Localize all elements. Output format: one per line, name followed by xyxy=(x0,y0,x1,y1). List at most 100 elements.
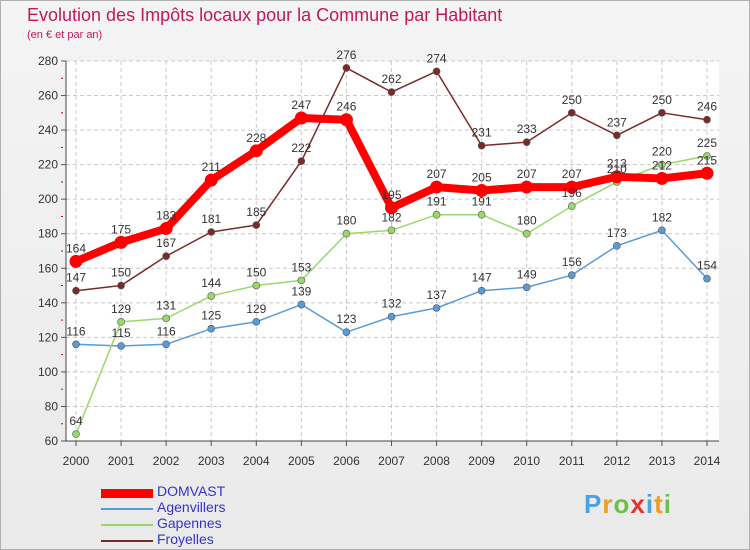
data-label-froyelles: 185 xyxy=(246,205,266,219)
data-point-gapennes xyxy=(703,152,711,160)
data-label-gapennes: 180 xyxy=(336,214,356,228)
x-tick-label: 2013 xyxy=(649,454,676,468)
data-point-gapennes xyxy=(162,314,170,323)
y-tick-label: 80 xyxy=(45,399,59,413)
y-tick-label: 160 xyxy=(38,261,58,275)
data-point-agenvillers xyxy=(117,342,125,350)
x-tick-label: 2009 xyxy=(468,454,495,468)
data-label-domvast: 207 xyxy=(517,167,537,181)
data-point-agenvillers xyxy=(432,304,441,312)
data-label-agenvillers: 132 xyxy=(381,297,401,311)
data-point-agenvillers xyxy=(477,286,486,295)
legend-swatch xyxy=(101,508,153,510)
data-label-domvast: 211 xyxy=(202,160,221,174)
data-label-agenvillers: 147 xyxy=(472,271,492,285)
legend-swatch xyxy=(101,488,153,498)
x-tick-label: 2014 xyxy=(694,454,721,468)
data-label-domvast: 175 xyxy=(111,222,131,236)
data-label-gapennes: 180 xyxy=(517,214,537,228)
x-tick-label: 2004 xyxy=(243,454,270,468)
data-point-froyelles xyxy=(162,252,170,260)
data-label-froyelles: 147 xyxy=(66,271,86,285)
data-label-agenvillers: 154 xyxy=(697,259,717,273)
legend-label: Agenvillers xyxy=(157,499,226,515)
series-layer xyxy=(69,64,714,438)
chart-title: Evolution des Impôts locaux pour la Comm… xyxy=(27,5,503,25)
data-point-gapennes xyxy=(567,202,576,210)
data-label-gapennes: 129 xyxy=(111,302,131,316)
logo-letter: i xyxy=(645,489,655,519)
data-point-gapennes xyxy=(658,160,666,169)
data-label-domvast: 207 xyxy=(562,167,582,181)
data-label-froyelles: 237 xyxy=(607,115,627,129)
data-label-froyelles: 262 xyxy=(381,72,401,86)
data-label-gapennes: 191 xyxy=(427,195,447,209)
data-label-gapennes: 144 xyxy=(201,276,221,290)
data-point-gapennes xyxy=(342,229,351,238)
logo-letter: P xyxy=(584,489,603,519)
y-tick-label: 60 xyxy=(45,434,59,448)
logo-letter: r xyxy=(602,489,614,519)
data-label-agenvillers: 123 xyxy=(336,312,356,326)
data-point-froyelles xyxy=(567,109,576,117)
x-tick-label: 2007 xyxy=(378,454,405,468)
data-point-froyelles xyxy=(477,141,486,150)
data-label-gapennes: 131 xyxy=(156,298,176,312)
data-point-froyelles xyxy=(613,131,621,140)
data-point-gapennes xyxy=(252,281,261,290)
data-label-gapennes: 153 xyxy=(291,260,311,274)
data-point-agenvillers xyxy=(387,312,396,321)
data-label-agenvillers: 129 xyxy=(246,302,266,316)
y-tick-label: 260 xyxy=(38,89,58,103)
data-label-gapennes: 225 xyxy=(697,136,717,150)
data-label-domvast: 183 xyxy=(156,209,176,223)
x-tick-label: 2010 xyxy=(513,454,540,468)
data-point-gapennes xyxy=(432,210,441,219)
data-label-gapennes: 182 xyxy=(381,210,401,224)
legend-label: Froyelles xyxy=(157,531,214,547)
x-tick-label: 2012 xyxy=(604,454,631,468)
data-point-froyelles xyxy=(117,281,125,290)
data-label-gapennes: 210 xyxy=(607,162,627,176)
data-point-gapennes xyxy=(477,210,486,219)
data-point-agenvillers xyxy=(613,242,621,250)
data-label-domvast: 212 xyxy=(652,158,672,172)
data-label-agenvillers: 139 xyxy=(291,285,311,299)
data-label-froyelles: 233 xyxy=(517,122,537,136)
data-label-froyelles: 231 xyxy=(472,126,492,140)
data-point-domvast xyxy=(294,111,308,125)
data-point-domvast xyxy=(520,180,534,194)
data-point-domvast xyxy=(159,222,173,236)
data-point-froyelles xyxy=(387,88,396,96)
x-tick-label: 2005 xyxy=(288,454,315,468)
data-label-domvast: 207 xyxy=(427,167,447,181)
data-point-domvast xyxy=(430,180,444,194)
data-label-agenvillers: 182 xyxy=(652,210,672,224)
data-point-domvast xyxy=(475,184,489,198)
data-label-froyelles: 150 xyxy=(111,266,131,280)
data-point-agenvillers xyxy=(162,340,170,349)
axis-layer: 60 80 100 120 140 160 180 200 220 240 260 280 2000 20… xyxy=(38,54,721,468)
data-label-agenvillers: 116 xyxy=(157,324,176,338)
data-label-domvast: 228 xyxy=(246,131,266,145)
x-tick-label: 2001 xyxy=(108,454,135,468)
data-point-domvast xyxy=(565,180,579,194)
data-label-domvast: 205 xyxy=(472,171,492,185)
data-point-froyelles xyxy=(252,221,261,229)
data-point-domvast xyxy=(610,170,624,184)
y-tick-label: 200 xyxy=(38,192,58,206)
data-point-gapennes xyxy=(387,226,396,235)
data-label-agenvillers: 125 xyxy=(201,309,221,323)
data-point-agenvillers xyxy=(72,340,80,349)
legend-swatch xyxy=(101,540,153,542)
data-point-domvast xyxy=(69,254,83,268)
x-tick-label: 2003 xyxy=(198,454,225,468)
data-label-domvast: 246 xyxy=(336,100,356,114)
logo-letter: x xyxy=(630,489,646,519)
x-tick-label: 2006 xyxy=(333,454,360,468)
data-point-froyelles xyxy=(658,109,666,117)
data-point-agenvillers xyxy=(207,324,216,333)
